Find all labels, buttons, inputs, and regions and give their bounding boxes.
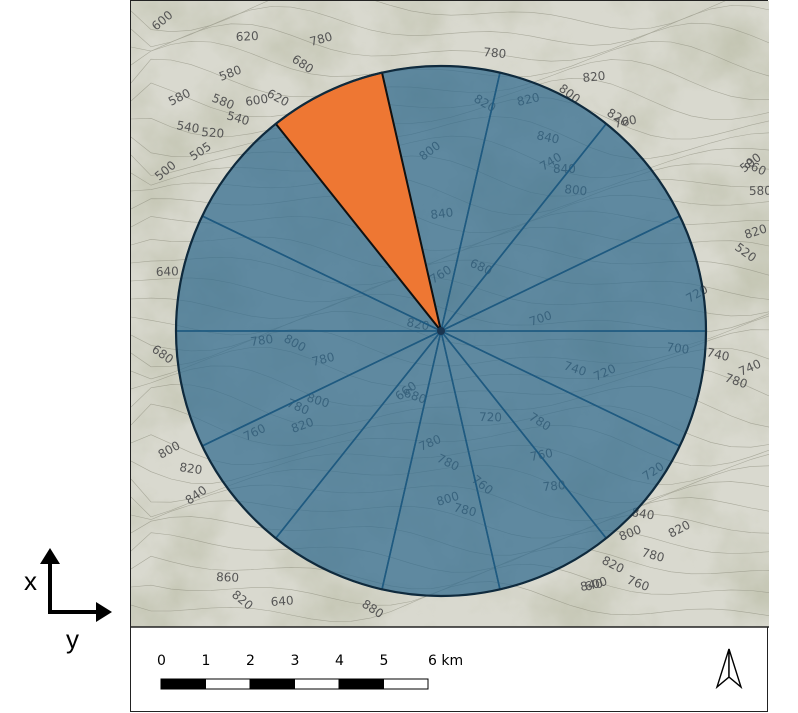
scale-segment	[160, 678, 206, 690]
contour-label: 740	[705, 345, 730, 364]
contour-label: 620	[235, 29, 259, 44]
scale-tick-label: 2	[246, 653, 255, 669]
x-axis-label: x	[24, 566, 37, 596]
contour-label: 780	[640, 545, 666, 564]
scale-segment	[294, 678, 340, 690]
contour-label: 520	[201, 125, 225, 141]
y-axis-label: y	[66, 624, 79, 654]
scale-tick-label: 5	[380, 653, 389, 669]
contour-label: 780	[483, 45, 507, 61]
scale-segment	[383, 678, 429, 690]
axes-indicator	[40, 548, 112, 622]
scale-tick-label: 6 km	[428, 653, 463, 669]
wind-rose-center	[437, 327, 445, 335]
contour-label: 760	[613, 112, 638, 130]
contour-label: 780	[308, 29, 334, 48]
scale-segment	[205, 678, 251, 690]
scale-segment	[338, 678, 384, 690]
contour-label: 640	[156, 264, 179, 279]
contour-label: 580	[749, 184, 769, 198]
map-frame: 600 620 680 600 620 780 580 580 540 580 540 505 520 5…	[130, 0, 769, 713]
scale-tick-label: 0	[157, 653, 166, 669]
contour-label: 820	[582, 69, 606, 85]
contour-label: 820	[179, 460, 204, 477]
contour-label: 820	[743, 221, 769, 241]
contour-label: 540	[175, 118, 200, 136]
north-arrow-icon	[715, 648, 743, 690]
contour-label: 860	[216, 570, 239, 585]
scale-tick-label: 4	[335, 653, 344, 669]
scale-tick-label: 3	[291, 653, 300, 669]
contour-label: 540	[225, 108, 251, 128]
contour-label: 640	[270, 593, 294, 609]
scale-bar: 0 1 2 3 4 5 6 km	[157, 653, 463, 690]
contour-label: 600	[583, 574, 609, 594]
wind-rose-outline	[174, 64, 708, 598]
scale-tick-label: 1	[202, 653, 211, 669]
contour-label: 600	[244, 92, 269, 109]
map-canvas[interactable]: 6006206806006207805805805405805405055205…	[131, 1, 769, 713]
wind-rose	[174, 64, 708, 598]
contour-label: 840	[579, 576, 604, 594]
scale-segment	[249, 678, 295, 690]
